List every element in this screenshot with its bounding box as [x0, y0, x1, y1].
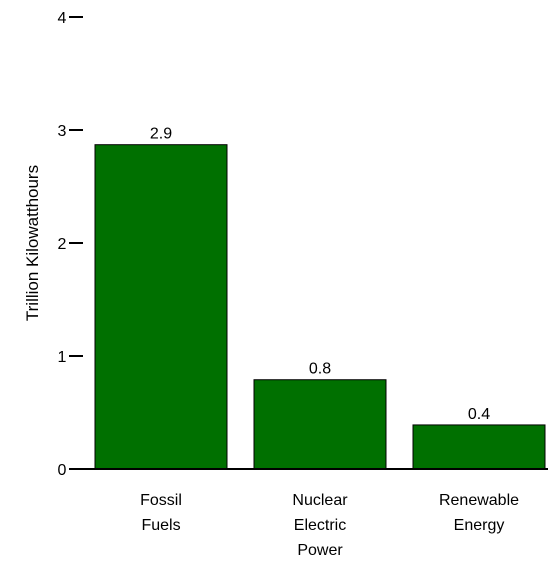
bar: [94, 144, 228, 470]
data-labels: 2.9 0.8 0.4: [150, 126, 490, 423]
category-label: Renewable Energy: [439, 492, 519, 534]
category-labels: Fossil Fuels Nuclear Electric Power Renewable…: [140, 492, 519, 559]
y-tick-label: 1: [58, 349, 67, 366]
y-tick-label: 0: [58, 462, 67, 479]
y-axis-title: Trillion Kilowatthours: [23, 165, 42, 321]
bar-value-label: 2.9: [150, 126, 172, 143]
bar-value-label: 0.8: [309, 361, 331, 378]
y-tick-label: 4: [58, 10, 67, 27]
category-label: Nuclear Electric Power: [292, 492, 348, 559]
bar: [253, 379, 387, 470]
y-tick-label: 2: [58, 236, 67, 253]
category-label: Fossil Fuels: [140, 492, 182, 534]
y-tick-label: 3: [58, 123, 67, 140]
bar: [412, 424, 546, 470]
y-axis: 0 1 2 3 4: [58, 10, 83, 479]
bar-value-label: 0.4: [468, 406, 490, 423]
